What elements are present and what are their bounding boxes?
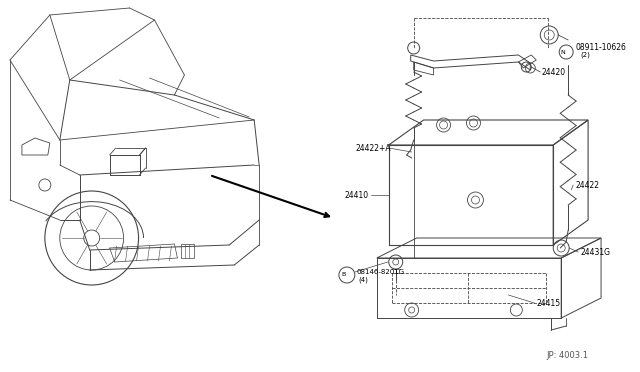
Text: 24422: 24422 xyxy=(575,180,599,189)
Text: JP: 4003.1: JP: 4003.1 xyxy=(547,350,588,359)
Text: 24420: 24420 xyxy=(541,67,565,77)
Text: (2): (2) xyxy=(580,52,590,58)
Text: 24422+A: 24422+A xyxy=(356,144,392,153)
Text: 08146-8201G: 08146-8201G xyxy=(357,269,405,275)
Text: 24410: 24410 xyxy=(345,190,369,199)
Text: B: B xyxy=(342,273,346,278)
Text: 24415: 24415 xyxy=(536,298,561,308)
Text: 24431G: 24431G xyxy=(580,247,610,257)
Text: (4): (4) xyxy=(359,277,369,283)
Text: N: N xyxy=(561,49,566,55)
Text: 08911-10626: 08911-10626 xyxy=(575,42,626,51)
